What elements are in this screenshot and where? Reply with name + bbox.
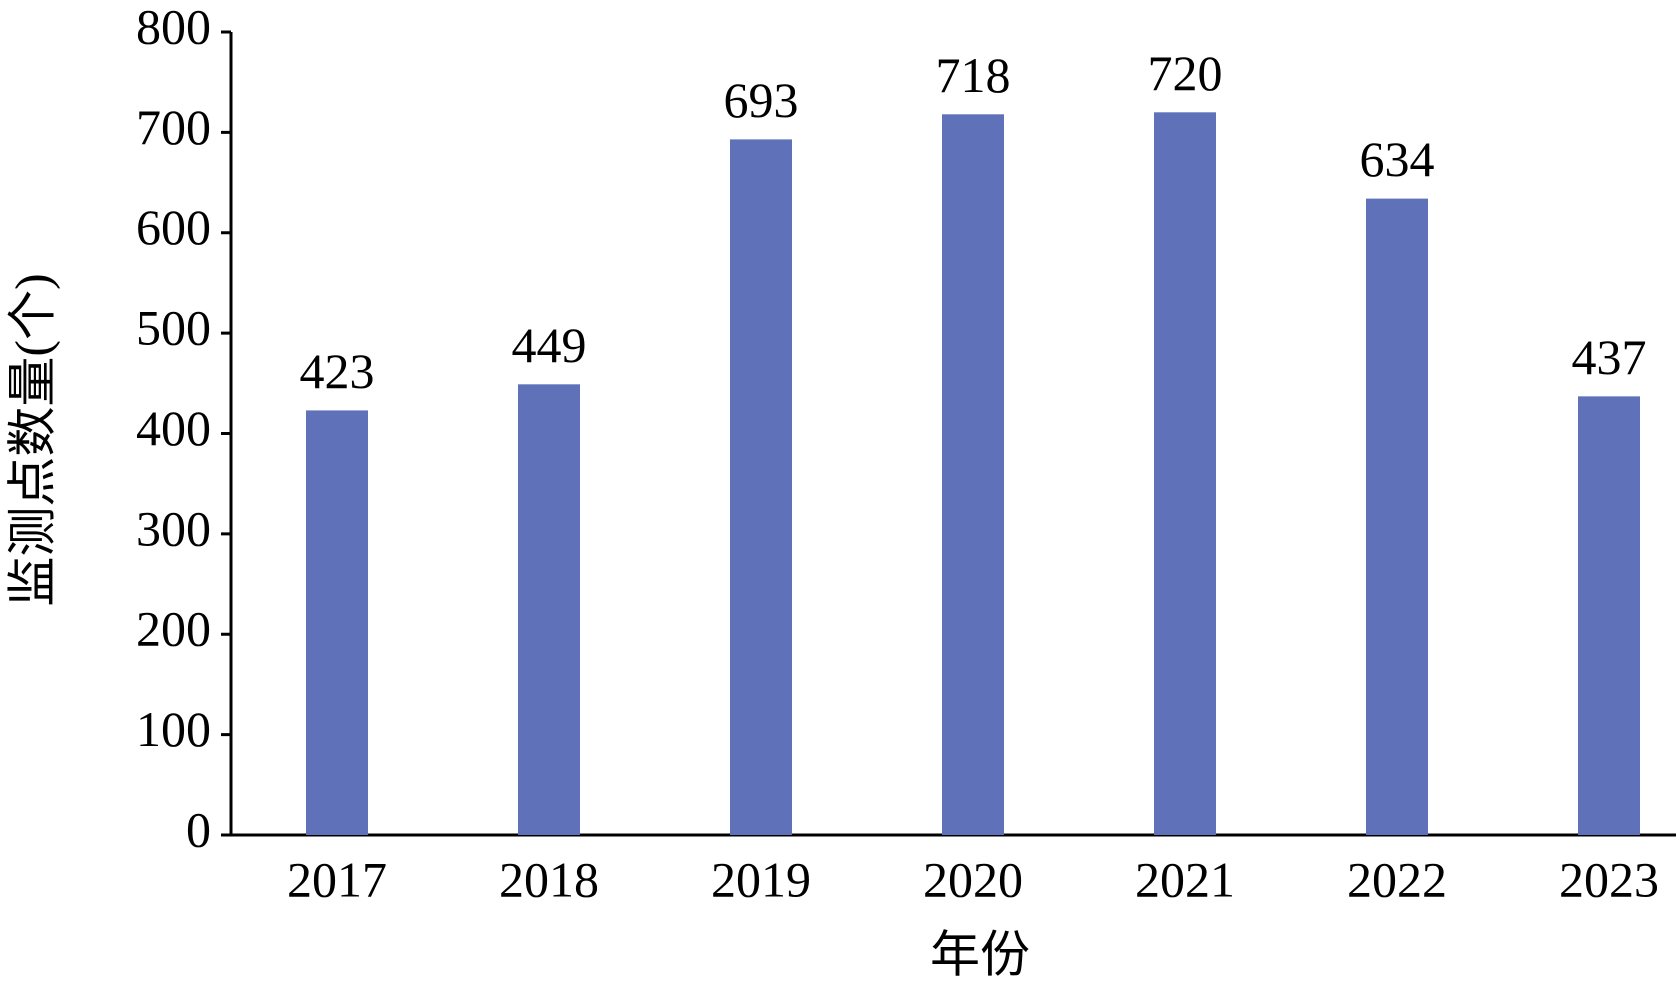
value-label: 718: [936, 47, 1011, 103]
value-label: 720: [1148, 45, 1223, 101]
y-tick-label: 800: [136, 0, 211, 54]
value-label: 693: [724, 72, 799, 128]
y-tick-label: 200: [136, 601, 211, 657]
value-label: 634: [1360, 131, 1435, 187]
value-label: 449: [512, 317, 587, 373]
bar: [730, 139, 792, 835]
x-tick-label: 2021: [1135, 851, 1235, 907]
y-tick-label: 100: [136, 701, 211, 757]
y-tick-label: 700: [136, 99, 211, 155]
x-tick-label: 2018: [499, 851, 599, 907]
x-tick-label: 2020: [923, 851, 1023, 907]
x-tick-label: 2019: [711, 851, 811, 907]
x-axis-title: 年份: [930, 926, 1030, 982]
bar: [1578, 396, 1640, 835]
x-tick-label: 2023: [1559, 851, 1659, 907]
x-tick-label: 2022: [1347, 851, 1447, 907]
y-tick-label: 0: [186, 801, 211, 857]
y-axis-title: 监测点数量(个): [4, 273, 60, 606]
y-tick-label: 600: [136, 199, 211, 255]
x-tick-label: 2017: [287, 851, 387, 907]
y-tick-label: 500: [136, 300, 211, 356]
bar: [306, 410, 368, 835]
y-tick-label: 300: [136, 500, 211, 556]
bar: [942, 114, 1004, 836]
bar: [1154, 112, 1216, 836]
bar: [1366, 198, 1428, 835]
value-label: 423: [300, 343, 375, 399]
bar: [518, 384, 580, 835]
y-tick-label: 400: [136, 400, 211, 456]
value-label: 437: [1572, 329, 1647, 385]
